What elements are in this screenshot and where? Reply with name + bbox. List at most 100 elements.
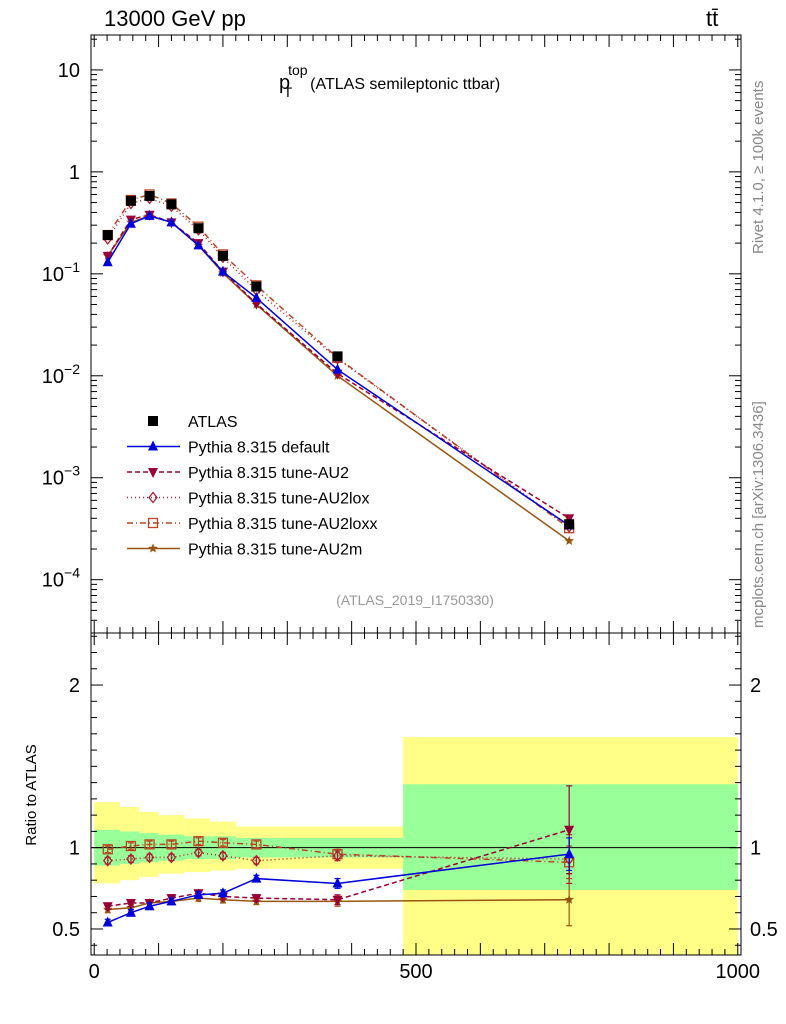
ratio-frame [90,632,742,956]
main-series [102,189,575,545]
legend-marker [147,517,159,529]
point-atlas [217,250,228,261]
legend-label: Pythia 8.315 default [188,440,330,457]
point-default [332,363,343,374]
process-label: tt̄ [706,6,718,31]
title-p: p [279,72,290,94]
point-default [144,209,155,220]
ratio-point-au2lox [102,854,113,867]
ratio-point-au2lox [144,851,155,864]
main-ytick-label: 10 [58,60,80,82]
title-rest: (ATLAS semileptonic ttbar) [310,76,500,93]
point-atlas [102,230,113,241]
ratio-point-au2loxx [217,837,229,848]
series-default [102,209,575,530]
ratio-point-default [166,895,177,906]
process-label-main: tt [706,6,718,31]
ratio-ytick-label: 1 [69,838,80,860]
ratio-point-au2lox [332,849,343,862]
legend-marker [148,468,158,478]
ratio-point-au2 [125,898,136,909]
legend-item-atlas: ATLAS [148,414,238,431]
legend-marker [148,440,158,451]
main-ytick-label: 10−3 [42,463,80,490]
ratio-point-default [251,872,262,883]
ratio-point-au2 [564,825,575,836]
ratio-point-default [144,900,155,911]
legend-item-au2lox: Pythia 8.315 tune-AU2lox [127,491,369,508]
legend: ATLAS Pythia 8.315 default Pythia 8.315 tu… [127,414,377,559]
energy-label: 13000 GeV pp [104,6,246,31]
main-ytick-label: 10−1 [42,259,80,286]
ratio-point-au2lox [193,846,204,859]
point-default [251,291,262,302]
ratio-point-au2loxx [144,839,155,850]
legend-item-au2loxx: Pythia 8.315 tune-AU2loxx [127,516,377,533]
ratio-ytick-label: 0.5 [52,919,80,941]
ratio-point-default [193,888,204,899]
point-default [166,216,177,227]
ratio-ytick-label-right: 2 [750,675,761,697]
point-default [217,265,228,276]
legend-marker [148,543,158,553]
ratio-ylabel: Ratio to ATLAS [23,744,40,845]
ratio-point-au2loxx [125,840,137,852]
point-atlas [193,223,204,234]
legend-label: ATLAS [188,414,238,431]
ratio-ytick-label-right: 0.5 [750,919,778,941]
series-atlas [102,190,575,530]
point-au2 [251,299,262,310]
series-line-au2 [107,213,570,519]
legend-label: Pythia 8.315 tune-AU2m [188,542,362,559]
main-panel: 10−4 10−3 10−2 10−1 1 10 ptop T (ATLAS semilept… [42,34,742,634]
ratio-series-au2lox [102,834,575,885]
main-ticks: 10−4 10−3 10−2 10−1 1 10 [42,35,741,634]
legend-label: Pythia 8.315 tune-AU2 [188,465,349,482]
ratio-point-default [332,877,343,888]
point-au2m [564,535,574,545]
legend-label: Pythia 8.315 tune-AU2lox [188,491,369,508]
ratio-point-au2 [332,895,343,906]
ratio-point-au2 [251,894,262,905]
ratio-point-au2 [102,902,113,913]
ratio-point-au2m [564,894,574,904]
main-ytick-label: 10−4 [42,565,80,592]
point-atlas [125,195,136,206]
ratio-point-default [125,906,136,917]
ratio-xtick-label: 0 [89,961,100,983]
ratio-panel: 0.5 0.5 1 1 2 2 0 500 1000 Ratio to ATLAS [23,632,778,983]
legend-marker [148,491,158,504]
title-sup: top [288,62,308,78]
band-inner [403,784,738,890]
ratio-point-au2loxx [251,839,262,850]
ratio-point-au2loxx [193,836,204,847]
main-ytick-label: 1 [69,162,80,184]
ratio-point-au2lox [251,854,262,867]
mcplots-label: mcplots.cern.ch [arXiv:1306.3436] [750,401,767,628]
ratio-point-au2lox [126,853,136,866]
analysis-label: (ATLAS_2019_I1750330) [336,592,494,608]
legend-item-au2: Pythia 8.315 tune-AU2 [127,465,349,482]
ratio-series [102,785,575,927]
ratio-point-default [564,848,575,859]
point-atlas [144,190,155,201]
ratio-ytick-label: 2 [69,675,80,697]
ratio-point-au2loxx [166,839,177,850]
ratio-ytick-label-right: 1 [750,838,761,860]
point-atlas [251,281,262,292]
legend-marker [148,416,158,426]
legend-item-default: Pythia 8.315 default [127,440,330,457]
main-ytick-label: 10−2 [42,361,80,388]
ratio-point-au2lox [218,849,228,862]
legend-label: Pythia 8.315 tune-AU2loxx [188,516,377,533]
ratio-xtick-label: 500 [399,961,432,983]
title-sub: T [284,84,293,100]
ratio-point-default [217,887,228,898]
legend-item-au2m: Pythia 8.315 tune-AU2m [127,542,362,559]
ratio-point-default [102,916,113,927]
point-atlas [166,199,177,210]
ratio-series-default [102,837,575,927]
main-title: ptop T (ATLAS semileptonic ttbar) [279,62,500,100]
rivet-label: Rivet 4.1.0, ≥ 100k events [750,81,767,254]
